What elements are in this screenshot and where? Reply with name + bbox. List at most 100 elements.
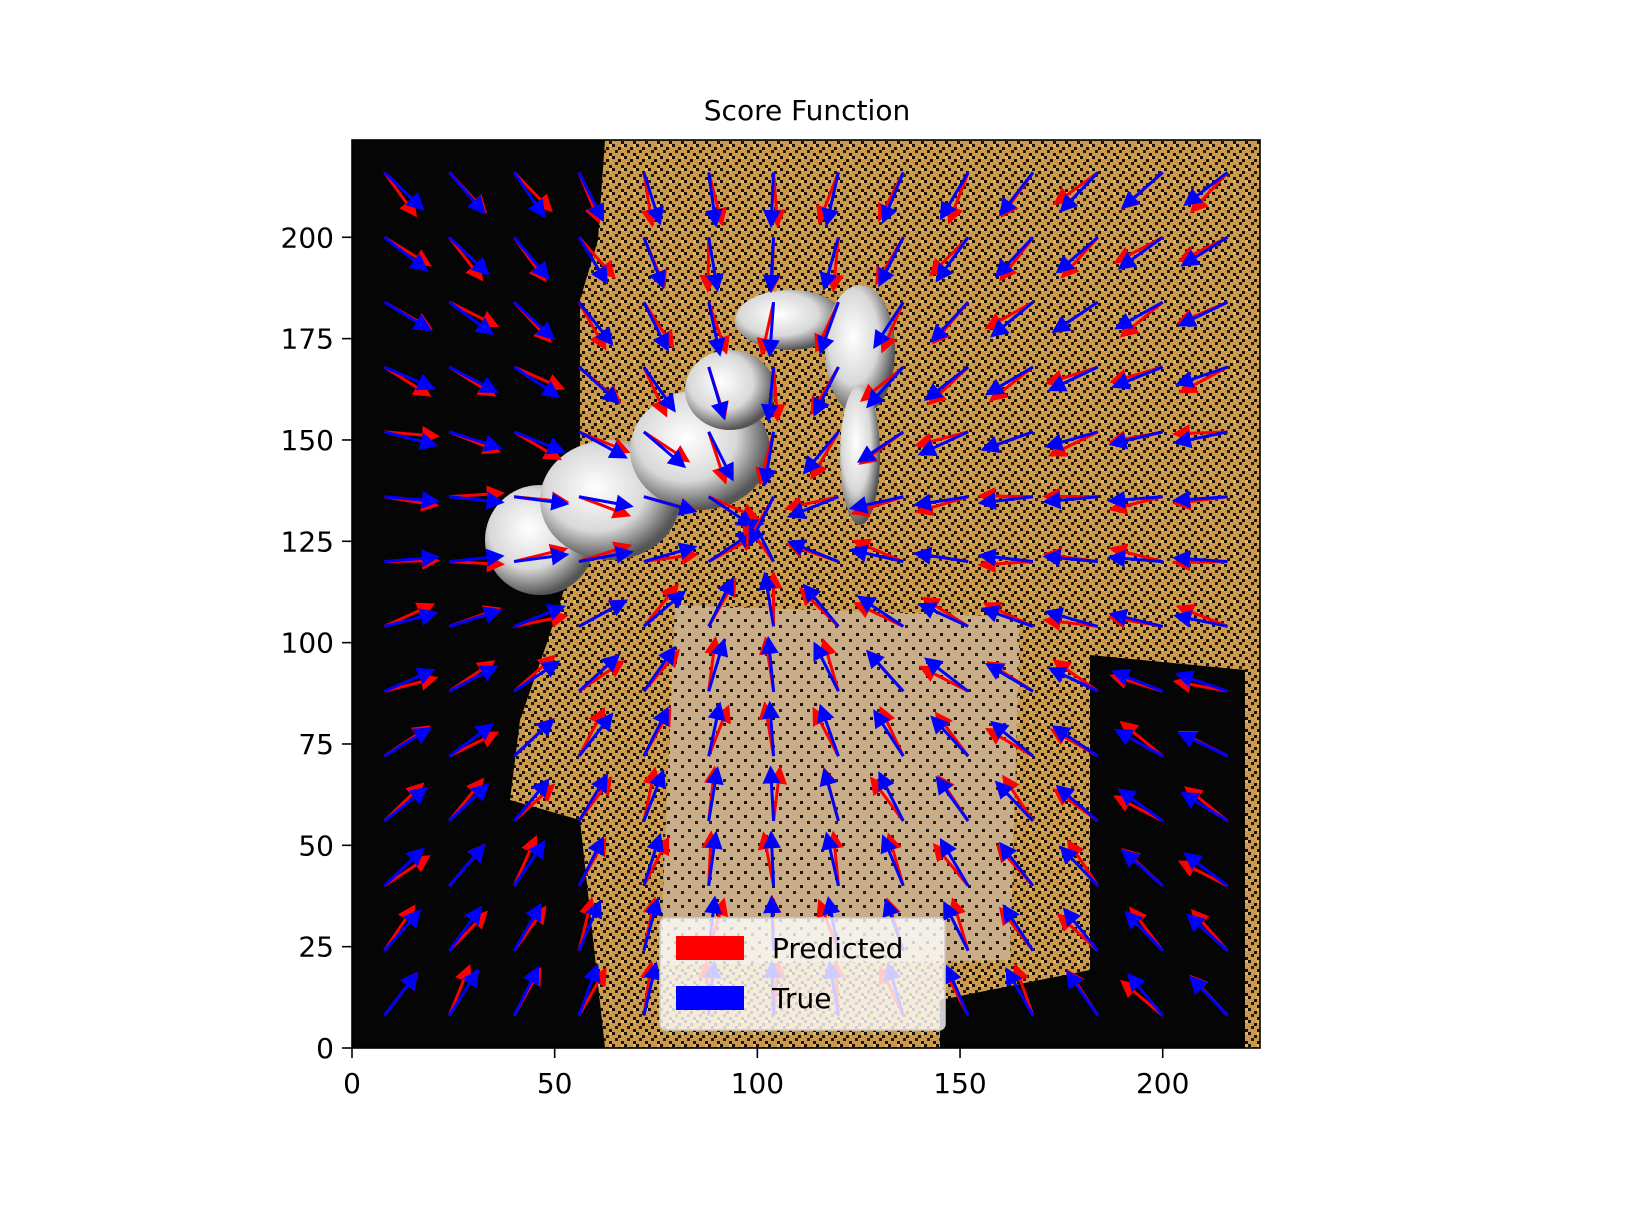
true-arrow (707, 530, 756, 563)
true-arrow (930, 301, 970, 343)
true-arrow (448, 606, 503, 628)
true-arrow (642, 236, 666, 290)
true-arrow (1120, 849, 1164, 887)
true-arrow (448, 300, 495, 336)
true-arrow (642, 896, 663, 952)
true-arrow (913, 546, 969, 565)
true-arrow (383, 300, 433, 332)
true-arrow (873, 301, 905, 349)
true-arrow (383, 908, 422, 952)
true-arrow (802, 583, 840, 628)
true-arrow (878, 771, 905, 822)
true-arrow (448, 236, 490, 276)
true-arrow (821, 172, 840, 227)
y-tick-label: 125 (281, 525, 334, 558)
true-arrow (1065, 969, 1100, 1017)
true-arrow (577, 653, 621, 693)
legend: Predicted True (659, 917, 946, 1031)
true-arrow (578, 599, 628, 628)
true-arrow (758, 571, 777, 627)
true-arrow (384, 491, 440, 509)
true-arrow (577, 836, 604, 887)
predicted-arrow (1047, 430, 1099, 457)
true-arrow (1005, 967, 1035, 1017)
true-arrow (856, 430, 905, 463)
true-arrow (761, 700, 780, 757)
true-arrow (1117, 788, 1164, 823)
true-arrow (760, 366, 779, 423)
plot-area (352, 140, 1260, 1048)
true-arrow (512, 965, 540, 1017)
true-arrow (707, 301, 726, 357)
true-arrow (578, 430, 628, 459)
true-arrow (762, 765, 781, 822)
true-arrow (1173, 609, 1228, 628)
true-arrow (513, 547, 570, 566)
table-top (660, 605, 1020, 965)
true-arrow (1055, 784, 1099, 823)
true-arrow (802, 430, 840, 475)
true-arrow (577, 301, 614, 346)
true-arrow (642, 961, 662, 1016)
true-arrow (880, 171, 905, 224)
true-arrow (383, 971, 419, 1017)
true-arrow (873, 709, 905, 757)
true-arrow (930, 715, 970, 758)
y-tick-label: 50 (298, 829, 334, 862)
true-arrow (984, 365, 1034, 396)
true-arrow (817, 703, 840, 757)
true-arrow (762, 237, 781, 293)
true-arrow (578, 545, 634, 564)
true-arrow (383, 786, 429, 823)
true-arrow (577, 899, 602, 952)
true-arrow (707, 701, 726, 757)
true-arrow (1114, 300, 1164, 330)
true-arrow (760, 635, 779, 692)
true-arrow (512, 902, 542, 952)
true-arrow (984, 663, 1034, 693)
true-arrow (704, 172, 723, 228)
true-arrow (923, 657, 970, 693)
true-arrow (817, 301, 840, 355)
plot-frame (351, 139, 1261, 1049)
true-arrow (1174, 670, 1229, 693)
true-arrow (880, 834, 905, 887)
true-arrow (848, 495, 904, 514)
true-arrow (642, 366, 676, 413)
true-arrow (577, 365, 621, 405)
true-arrow (704, 830, 723, 887)
true-arrow (1177, 731, 1229, 758)
y-tick-label: 75 (298, 728, 334, 761)
true-arrow (1173, 430, 1228, 449)
true-arrow (384, 549, 440, 568)
true-arrow (1114, 728, 1164, 758)
true-arrow (383, 171, 425, 211)
true-arrow (1183, 171, 1229, 207)
y-tick-label: 200 (281, 221, 334, 254)
true-arrow (512, 171, 546, 219)
true-arrow (448, 723, 495, 758)
x-tick-label: 200 (1136, 1067, 1189, 1100)
true-arrow (998, 171, 1035, 217)
dark-region-bottom (940, 970, 1090, 1048)
true-arrow (923, 365, 970, 401)
true-arrow (448, 171, 486, 215)
x-tick-label: 50 (537, 1067, 573, 1100)
true-arrow (449, 548, 505, 567)
true-arrow (383, 847, 425, 887)
true-arrow (1051, 725, 1099, 758)
true-arrow (856, 595, 905, 628)
true-arrow (707, 366, 729, 421)
true-arrow (383, 236, 429, 272)
chart-title: Score Function (704, 94, 910, 127)
true-arrow (512, 839, 546, 887)
true-arrow (1124, 910, 1164, 952)
true-arrow (866, 649, 905, 693)
true-arrow (878, 236, 905, 288)
true-arrow (1108, 608, 1164, 628)
true-arrow (577, 712, 614, 758)
true-arrow (758, 431, 777, 487)
y-tick-label: 150 (281, 424, 334, 457)
true-arrow (944, 964, 970, 1017)
true-arrow (819, 767, 840, 822)
